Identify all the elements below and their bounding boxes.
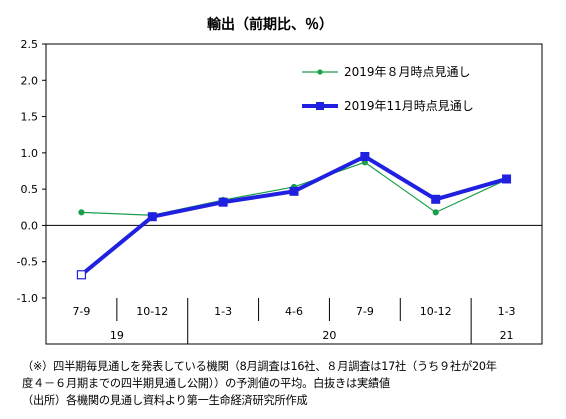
line-chart: 輸出（前期比、％） 2.5 2.0 1.5 1.0 0.5 0.0 -0.5 -1.0 7-9… [17, 16, 543, 345]
data-point [431, 194, 441, 204]
plot-border [45, 43, 543, 345]
y-tick-label: 2.0 [21, 74, 39, 87]
x-tick-label: 7-9 [356, 305, 374, 318]
data-point [360, 151, 370, 161]
note-line-2: 度４－６月期までの四半期見通し公開））の予測値の平均。白抜きは実績値 [22, 377, 390, 390]
y-tick-label: -0.5 [17, 256, 38, 269]
data-point [78, 209, 85, 216]
x-tick-label: 4-6 [285, 305, 303, 318]
data-point [502, 174, 512, 184]
y-axis: 2.5 2.0 1.5 1.0 0.5 0.0 -0.5 -1.0 [17, 38, 543, 345]
chart-title: 輸出（前期比、％） [207, 16, 333, 33]
data-point [289, 186, 299, 196]
data-point [218, 197, 228, 207]
y-tick-label: 1.5 [21, 111, 39, 124]
x-tick-label: 10-12 [420, 305, 452, 318]
y-tick-label: 1.0 [21, 147, 39, 160]
data-point [147, 212, 157, 222]
chart-notes: （※）四半期毎見通しを発表している機関（8月調査は16社、８月調査は17社（うち… [22, 358, 558, 409]
x-tick-label: 10-12 [136, 305, 168, 318]
data-point [76, 270, 87, 280]
series-line [80, 154, 508, 277]
x-tick-label: 1-3 [214, 305, 232, 318]
data-point [432, 209, 439, 216]
x-axis: 7-9 10-12 1-3 4-6 7-9 10-12 1-3 19 20 21 [72, 298, 516, 344]
y-tick-label: -1.0 [17, 292, 38, 305]
source-line: （出所）各機関の見通し資料より第一生命経済研究所作成 [22, 394, 308, 407]
x-year-label: 19 [110, 329, 124, 342]
y-tick-label: 0.5 [21, 183, 39, 196]
legend-label: 2019年11月時点見通し [344, 99, 474, 113]
note-line-1: （※）四半期毎見通しを発表している機関（8月調査は16社、８月調査は17社（うち… [22, 360, 497, 373]
legend: 2019年８月時点見通し 2019年11月時点見通し [302, 65, 474, 113]
series-layer [76, 151, 512, 280]
legend-swatch-marker [317, 69, 323, 75]
legend-swatch-marker [316, 102, 324, 110]
y-tick-label: 0.0 [21, 219, 39, 232]
x-tick-label: 7-9 [72, 305, 90, 318]
y-tick-label: 2.5 [21, 38, 39, 51]
x-year-label: 20 [322, 329, 336, 342]
x-year-label: 21 [500, 329, 514, 342]
legend-label: 2019年８月時点見通し [344, 65, 471, 79]
x-tick-label: 1-3 [498, 305, 516, 318]
